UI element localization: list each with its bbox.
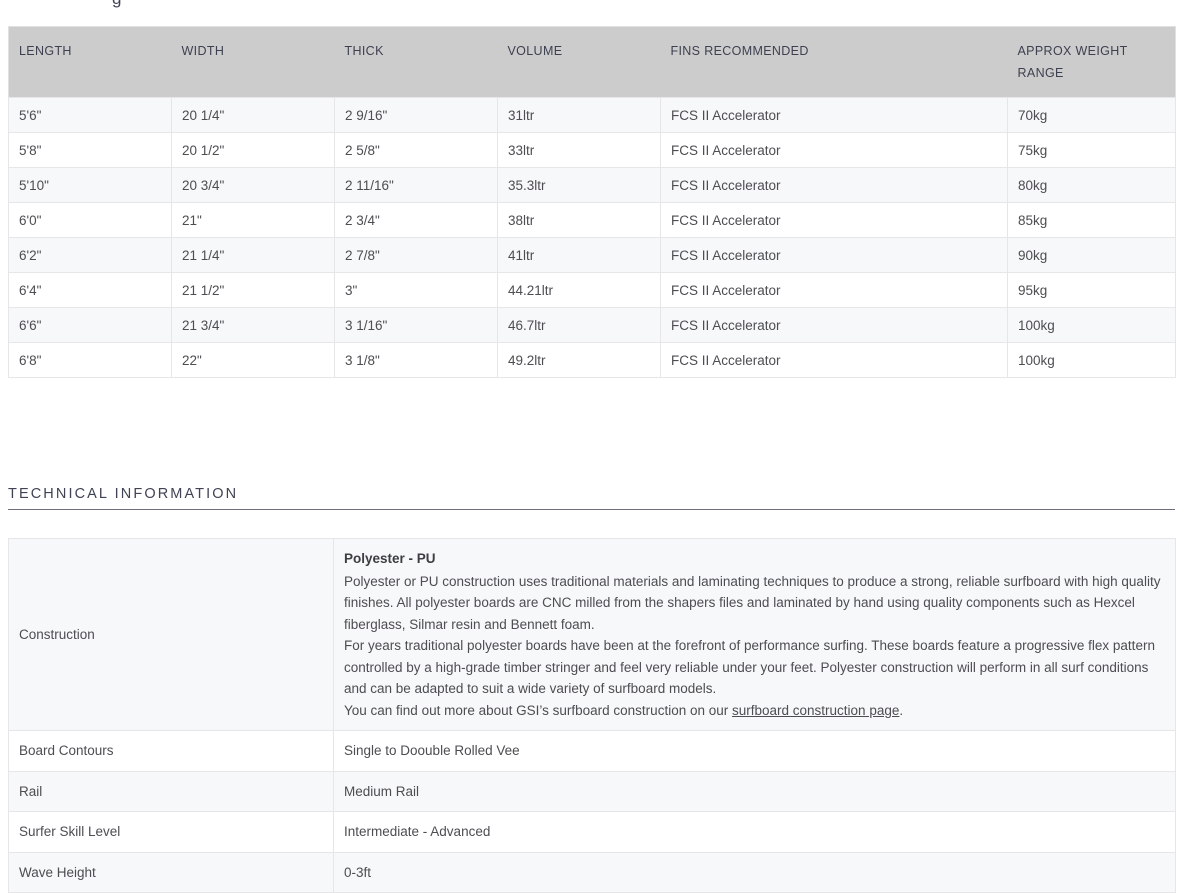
- cell-volume: 46.7ltr: [497, 307, 661, 343]
- construction-paragraph-3-suffix: .: [899, 702, 904, 718]
- cell-weight: 80kg: [1007, 167, 1176, 203]
- table-row: Rail Medium Rail: [8, 770, 1176, 812]
- cell-fins: FCS II Accelerator: [660, 342, 1008, 378]
- board-size-table: LENGTH WIDTH THICK VOLUME FINS RECOMMEND…: [8, 26, 1176, 378]
- cell-width: 20 1/2": [171, 132, 335, 168]
- cell-width: 20 1/4": [171, 97, 335, 133]
- cell-fins: FCS II Accelerator: [660, 272, 1008, 308]
- cell-length: 6'8": [8, 342, 172, 378]
- construction-paragraph-3: You can find out more about GSI’s surfbo…: [344, 700, 1163, 722]
- cell-length: 5'8": [8, 132, 172, 168]
- table-row: 6'8" 22" 3 1/8" 49.2ltr FCS II Accelerat…: [8, 342, 1176, 378]
- table-row: 6'6" 21 3/4" 3 1/16" 46.7ltr FCS II Acce…: [8, 307, 1176, 343]
- clipped-heading-remnant: g: [112, 0, 123, 9]
- cell-fins: FCS II Accelerator: [660, 167, 1008, 203]
- cell-length: 6'0": [8, 202, 172, 238]
- cell-volume: 49.2ltr: [497, 342, 661, 378]
- size-table-header-row: LENGTH WIDTH THICK VOLUME FINS RECOMMEND…: [8, 26, 1176, 98]
- cell-volume: 41ltr: [497, 237, 661, 273]
- cell-volume: 31ltr: [497, 97, 661, 133]
- table-row: 5'10" 20 3/4" 2 11/16" 35.3ltr FCS II Ac…: [8, 167, 1176, 203]
- cell-volume: 35.3ltr: [497, 167, 661, 203]
- row-label-board-contours: Board Contours: [8, 730, 334, 772]
- surfboard-construction-page-link[interactable]: surfboard construction page: [732, 702, 900, 718]
- column-header-fins-recommended: FINS RECOMMENDED: [660, 26, 1008, 98]
- table-row: 5'6" 20 1/4" 2 9/16" 31ltr FCS II Accele…: [8, 97, 1176, 133]
- cell-fins: FCS II Accelerator: [660, 132, 1008, 168]
- cell-weight: 100kg: [1007, 342, 1176, 378]
- table-row: 6'0" 21" 2 3/4" 38ltr FCS II Accelerator…: [8, 202, 1176, 238]
- column-header-thick: THICK: [334, 26, 498, 98]
- cell-volume: 38ltr: [497, 202, 661, 238]
- cell-thick: 2 3/4": [334, 202, 498, 238]
- cell-length: 6'4": [8, 272, 172, 308]
- cell-weight: 100kg: [1007, 307, 1176, 343]
- cell-thick: 3 1/8": [334, 342, 498, 378]
- cell-thick: 2 11/16": [334, 167, 498, 203]
- row-label-surfer-skill-level: Surfer Skill Level: [8, 811, 334, 853]
- cell-weight: 95kg: [1007, 272, 1176, 308]
- table-row-construction: Construction Polyester - PU Polyester or…: [8, 538, 1176, 731]
- table-row: Board Contours Single to Doouble Rolled …: [8, 730, 1176, 772]
- row-label-rail: Rail: [8, 770, 334, 812]
- column-header-width: WIDTH: [171, 26, 335, 98]
- cell-volume: 33ltr: [497, 132, 661, 168]
- cell-length: 6'6": [8, 307, 172, 343]
- size-table-head: LENGTH WIDTH THICK VOLUME FINS RECOMMEND…: [8, 26, 1176, 98]
- cell-width: 21": [171, 202, 335, 238]
- technical-information-table: Construction Polyester - PU Polyester or…: [8, 538, 1176, 893]
- technical-information-heading: TECHNICAL INFORMATION: [8, 486, 1175, 510]
- cell-length: 5'6": [8, 97, 172, 133]
- cell-thick: 3 1/16": [334, 307, 498, 343]
- cell-weight: 70kg: [1007, 97, 1176, 133]
- column-header-volume: VOLUME: [497, 26, 661, 98]
- row-value-board-contours: Single to Doouble Rolled Vee: [333, 730, 1176, 772]
- table-row: 5'8" 20 1/2" 2 5/8" 33ltr FCS II Acceler…: [8, 132, 1176, 168]
- row-value-rail: Medium Rail: [333, 770, 1176, 812]
- table-row: Wave Height 0-3ft: [8, 851, 1176, 893]
- construction-paragraph-3-prefix: You can find out more about GSI’s surfbo…: [344, 702, 732, 718]
- cell-fins: FCS II Accelerator: [660, 202, 1008, 238]
- board-size-table-section: LENGTH WIDTH THICK VOLUME FINS RECOMMEND…: [8, 26, 1176, 378]
- construction-type-title: Polyester - PU: [344, 551, 436, 566]
- cell-width: 22": [171, 342, 335, 378]
- cell-width: 20 3/4": [171, 167, 335, 203]
- cell-thick: 2 5/8": [334, 132, 498, 168]
- table-row: 6'4" 21 1/2" 3" 44.21ltr FCS II Accelera…: [8, 272, 1176, 308]
- table-row: Surfer Skill Level Intermediate - Advanc…: [8, 811, 1176, 853]
- row-label-construction: Construction: [8, 538, 334, 731]
- row-label-wave-height: Wave Height: [8, 851, 334, 893]
- construction-paragraph-2: For years traditional polyester boards h…: [344, 638, 1155, 696]
- cell-thick: 3": [334, 272, 498, 308]
- construction-paragraph-1: Polyester or PU construction uses tradit…: [344, 573, 1161, 632]
- cell-length: 5'10": [8, 167, 172, 203]
- cell-weight: 75kg: [1007, 132, 1176, 168]
- cell-fins: FCS II Accelerator: [660, 237, 1008, 273]
- table-row: 6'2" 21 1/4" 2 7/8" 41ltr FCS II Acceler…: [8, 237, 1176, 273]
- cell-fins: FCS II Accelerator: [660, 97, 1008, 133]
- cell-width: 21 1/4": [171, 237, 335, 273]
- product-details-page: LENGTH WIDTH THICK VOLUME FINS RECOMMEND…: [8, 0, 1176, 893]
- column-header-length: LENGTH: [8, 26, 172, 98]
- cell-fins: FCS II Accelerator: [660, 307, 1008, 343]
- size-table-body: 5'6" 20 1/4" 2 9/16" 31ltr FCS II Accele…: [8, 97, 1176, 378]
- cell-width: 21 1/2": [171, 272, 335, 308]
- row-value-construction: Polyester - PU Polyester or PU construct…: [333, 538, 1176, 731]
- cell-width: 21 3/4": [171, 307, 335, 343]
- cell-thick: 2 7/8": [334, 237, 498, 273]
- technical-table-body: Construction Polyester - PU Polyester or…: [8, 538, 1176, 893]
- cell-length: 6'2": [8, 237, 172, 273]
- row-value-wave-height: 0-3ft: [333, 851, 1176, 893]
- cell-weight: 85kg: [1007, 202, 1176, 238]
- column-header-approx-weight-range: APPROX WEIGHT RANGE: [1007, 26, 1176, 98]
- cell-weight: 90kg: [1007, 237, 1176, 273]
- technical-information-section: Construction Polyester - PU Polyester or…: [8, 538, 1176, 893]
- row-value-surfer-skill-level: Intermediate - Advanced: [333, 811, 1176, 853]
- cell-volume: 44.21ltr: [497, 272, 661, 308]
- cell-thick: 2 9/16": [334, 97, 498, 133]
